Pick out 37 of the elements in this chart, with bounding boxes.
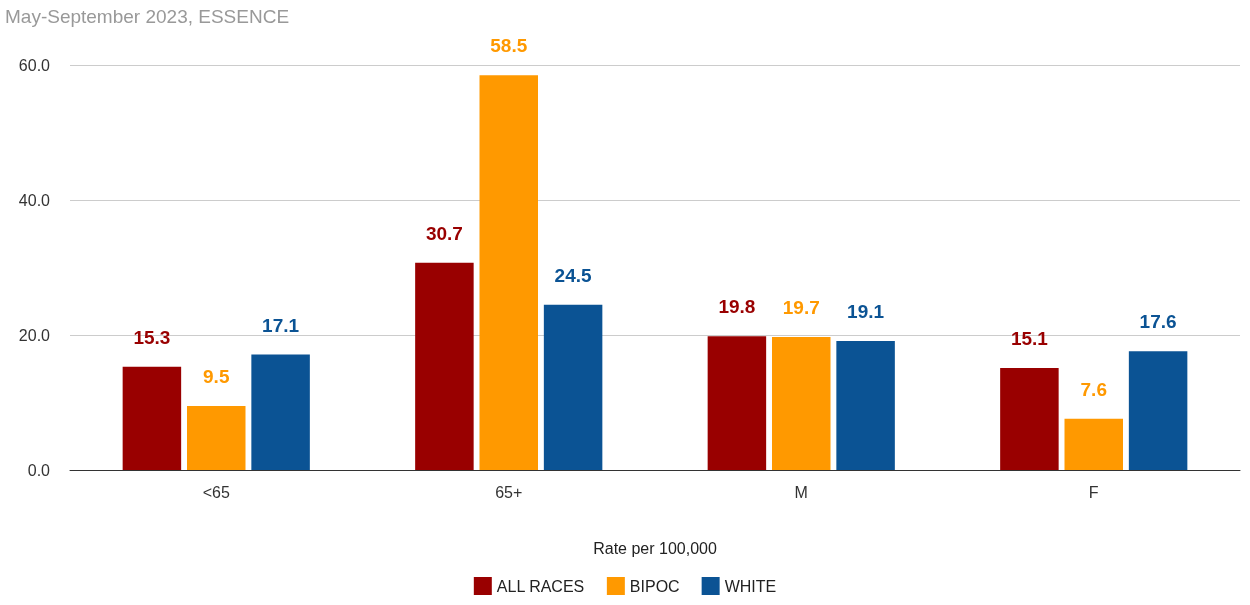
x-tick-label: M bbox=[794, 483, 808, 501]
data-label: 19.1 bbox=[847, 301, 885, 323]
data-label: 19.7 bbox=[782, 297, 820, 319]
bar bbox=[479, 75, 538, 470]
bar bbox=[543, 304, 603, 470]
data-label: 15.3 bbox=[133, 326, 171, 348]
x-axis-title: Rate per 100,000 bbox=[593, 539, 717, 557]
data-label: 30.7 bbox=[425, 222, 463, 244]
bar bbox=[772, 337, 831, 470]
x-tick-label: F bbox=[1088, 483, 1099, 501]
bar bbox=[836, 341, 895, 470]
bar bbox=[415, 262, 474, 470]
data-label: 17.6 bbox=[1139, 311, 1177, 333]
y-tick-label: 40.0 bbox=[18, 191, 51, 209]
bar bbox=[1064, 418, 1123, 470]
data-label: 58.5 bbox=[490, 35, 528, 57]
x-tick-label: 65+ bbox=[495, 483, 523, 501]
data-label: 7.6 bbox=[1080, 378, 1107, 400]
data-label: 17.1 bbox=[262, 314, 300, 336]
legend-label: ALL RACES bbox=[496, 577, 585, 595]
legend-label: BIPOC bbox=[629, 577, 680, 595]
y-tick-label: 20.0 bbox=[18, 326, 51, 344]
bar bbox=[122, 366, 182, 470]
y-tick-label: 60.0 bbox=[18, 56, 51, 74]
chart-title: May-September 2023, ESSENCE bbox=[5, 6, 290, 27]
bar bbox=[707, 336, 767, 470]
data-label: 19.8 bbox=[718, 296, 756, 318]
legend-label: WHITE bbox=[724, 577, 777, 595]
bar bbox=[251, 354, 310, 470]
bar bbox=[1128, 351, 1188, 470]
data-label: 15.1 bbox=[1010, 328, 1049, 350]
y-tick-label: 0.0 bbox=[27, 461, 51, 479]
bar bbox=[187, 405, 246, 470]
data-label: 24.5 bbox=[554, 264, 593, 286]
data-label: 9.5 bbox=[203, 365, 230, 387]
x-tick-label: <65 bbox=[202, 483, 230, 501]
bar bbox=[1000, 368, 1059, 470]
